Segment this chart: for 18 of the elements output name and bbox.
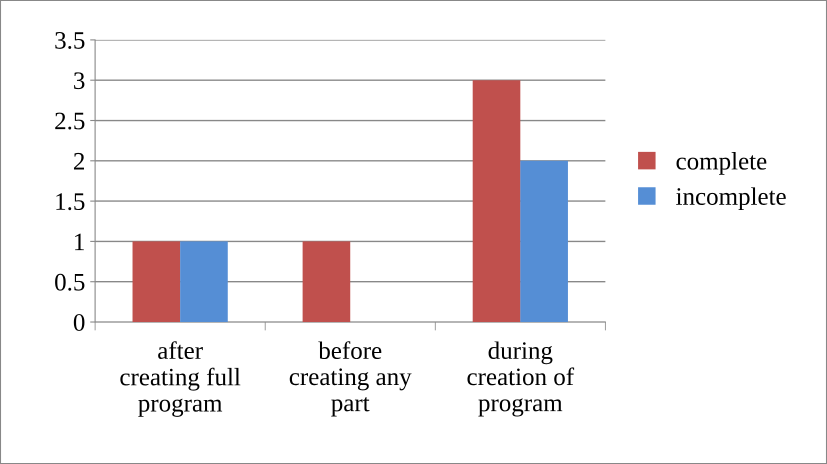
bar [302, 241, 350, 322]
bar [472, 80, 520, 322]
y-tick-label: 1 [75, 234, 84, 250]
legend-label: complete [676, 152, 766, 175]
bar [132, 241, 180, 322]
y-tick-label: 0.5 [55, 274, 84, 291]
y-tick-label: 1.5 [56, 193, 84, 210]
legend-label: incomplete [676, 187, 786, 210]
x-tick-label: during creation of program [467, 341, 574, 417]
y-tick-label: 2 [74, 152, 84, 170]
y-tick-label: 2.5 [55, 112, 84, 130]
bar [180, 241, 228, 322]
y-tick-label: 3.5 [55, 32, 84, 49]
x-tick-label: before creating any part [290, 341, 412, 416]
bar [520, 160, 568, 322]
x-tick-label: after creating full program [120, 341, 240, 417]
y-tick-label: 3 [74, 72, 84, 90]
y-tick-label: 0 [74, 314, 84, 331]
